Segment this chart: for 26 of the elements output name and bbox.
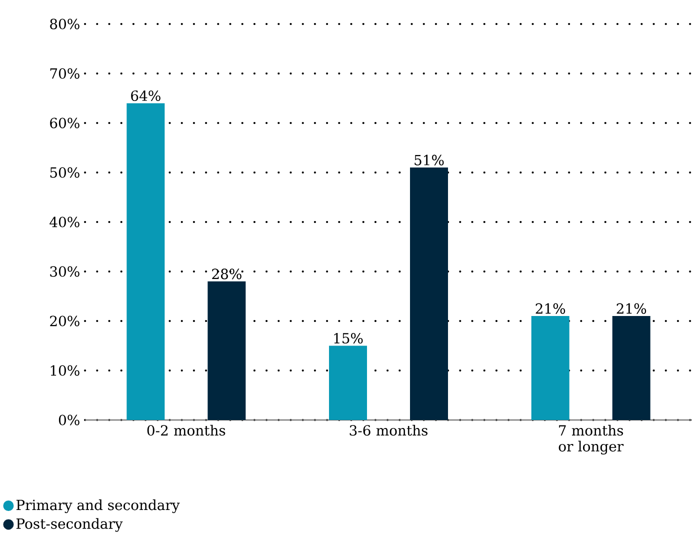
data-label: 21% <box>536 303 566 314</box>
data-label: 15% <box>334 332 363 344</box>
y-tick-label: 30% <box>50 266 80 277</box>
y-tick-label: 10% <box>50 365 80 376</box>
data-label: 64% <box>131 90 160 102</box>
bar <box>126 103 165 420</box>
x-tick-label: 0-2 months <box>147 424 226 436</box>
y-tick-label: 0% <box>58 414 80 426</box>
bar <box>410 168 448 420</box>
bar <box>612 316 650 420</box>
data-label: 21% <box>616 303 646 314</box>
legend-label: Post-secondary <box>16 518 123 532</box>
y-tick-label: 20% <box>50 316 80 326</box>
x-tick-label: 3-6 months <box>350 424 428 436</box>
bar <box>329 346 368 420</box>
bar <box>531 316 570 420</box>
x-tick-label: 7 months or longer <box>558 424 624 454</box>
y-tick-label: 50% <box>50 167 80 178</box>
data-label: 28% <box>212 268 242 280</box>
y-tick-label: 70% <box>50 68 80 79</box>
y-tick-label: 80% <box>50 18 80 30</box>
y-tick-label: 60% <box>50 118 80 128</box>
data-label: 51% <box>414 154 444 166</box>
legend-label: Primary and secondary <box>16 499 180 514</box>
bar <box>208 281 246 420</box>
y-tick-label: 40% <box>50 216 80 228</box>
